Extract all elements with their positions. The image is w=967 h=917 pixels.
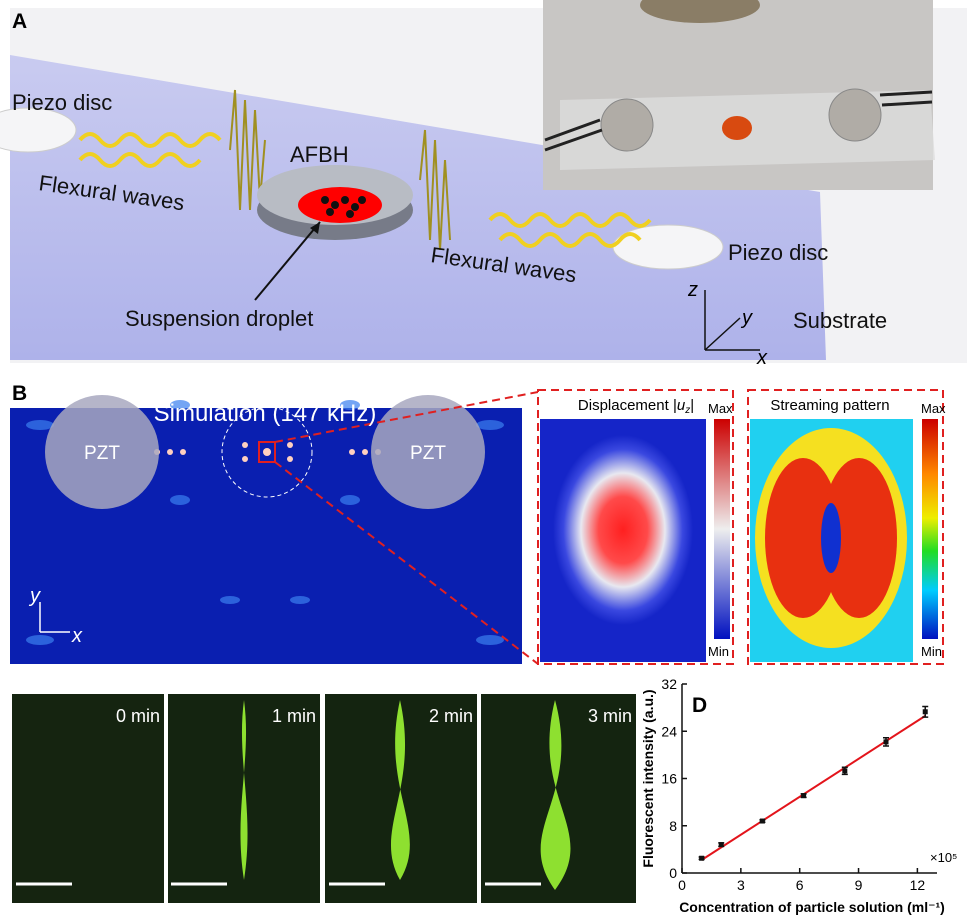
piezo-photo xyxy=(601,99,653,151)
colorbar xyxy=(714,419,730,639)
label: PZT xyxy=(84,443,120,464)
label: Substrate xyxy=(793,308,887,333)
panel-d: D 0 8 16 24 32 0 3 6 9 12 ×10⁵ Concentration of part… xyxy=(640,676,957,915)
x-tick-label: 12 xyxy=(910,877,926,893)
piezo-disc xyxy=(613,225,723,269)
y-tick-label: 8 xyxy=(669,818,677,834)
x-scale-label: ×10⁵ xyxy=(930,850,957,865)
x-tick-label: 0 xyxy=(678,877,686,893)
panel-label: D xyxy=(692,694,707,717)
colorbar-label: Min xyxy=(708,644,729,659)
panel-a: A Piezo disc Flexural waves AFBH Flexura… xyxy=(0,0,967,369)
text: | xyxy=(690,397,694,414)
x-tick-label: 9 xyxy=(855,877,863,893)
y-tick-label: 24 xyxy=(661,723,677,739)
label: Piezo disc xyxy=(12,90,112,115)
center xyxy=(821,503,841,573)
point xyxy=(884,739,889,744)
colorbar-label: Max xyxy=(921,401,946,416)
x-tick-label: 6 xyxy=(796,877,804,893)
y-tick-label: 16 xyxy=(661,771,677,787)
label: AFBH xyxy=(290,142,349,167)
displacement-spot xyxy=(553,435,693,625)
point xyxy=(842,768,847,773)
point xyxy=(760,819,765,824)
y-axis-label: Fluorescent intensity (a.u.) xyxy=(640,689,656,867)
axis-label: y xyxy=(28,585,41,607)
droplet xyxy=(298,187,382,223)
label: PZT xyxy=(410,443,446,464)
point xyxy=(719,842,724,847)
point xyxy=(923,709,928,714)
y-tick-label: 32 xyxy=(661,676,677,692)
title: Displacement |uz| xyxy=(578,397,694,416)
label: Piezo disc xyxy=(728,240,828,265)
time-label: 0 min xyxy=(116,706,160,726)
colorbar xyxy=(922,419,938,639)
fit-line xyxy=(702,716,926,860)
axis-label: x xyxy=(756,347,768,369)
colorbar-label: Min xyxy=(921,644,942,659)
x-tick-label: 3 xyxy=(737,877,745,893)
droplet-photo xyxy=(722,116,752,140)
axis-label: z xyxy=(687,279,698,301)
panel-b: B Simulation (147 kHz) PZT PZT y x Displ… xyxy=(10,382,946,664)
y-tick-label: 0 xyxy=(669,865,677,881)
point xyxy=(801,793,806,798)
piezo-photo xyxy=(829,89,881,141)
figure: A Piezo disc Flexural waves AFBH Flexura… xyxy=(0,0,967,917)
time-label: 3 min xyxy=(588,706,632,726)
axis-label: x xyxy=(71,625,83,647)
title: Simulation (147 kHz) xyxy=(154,400,377,427)
text: Displacement | xyxy=(578,397,677,414)
axis-label: y xyxy=(740,307,753,329)
point xyxy=(699,856,704,861)
panel-label: B xyxy=(12,382,27,405)
time-label: 2 min xyxy=(429,706,473,726)
label: Suspension droplet xyxy=(125,306,313,331)
time-label: 1 min xyxy=(272,706,316,726)
x-axis-label: Concentration of particle solution (ml⁻¹… xyxy=(679,899,945,915)
panel-label: A xyxy=(12,10,27,33)
colorbar-label: Max xyxy=(708,401,733,416)
title: Streaming pattern xyxy=(770,397,889,414)
